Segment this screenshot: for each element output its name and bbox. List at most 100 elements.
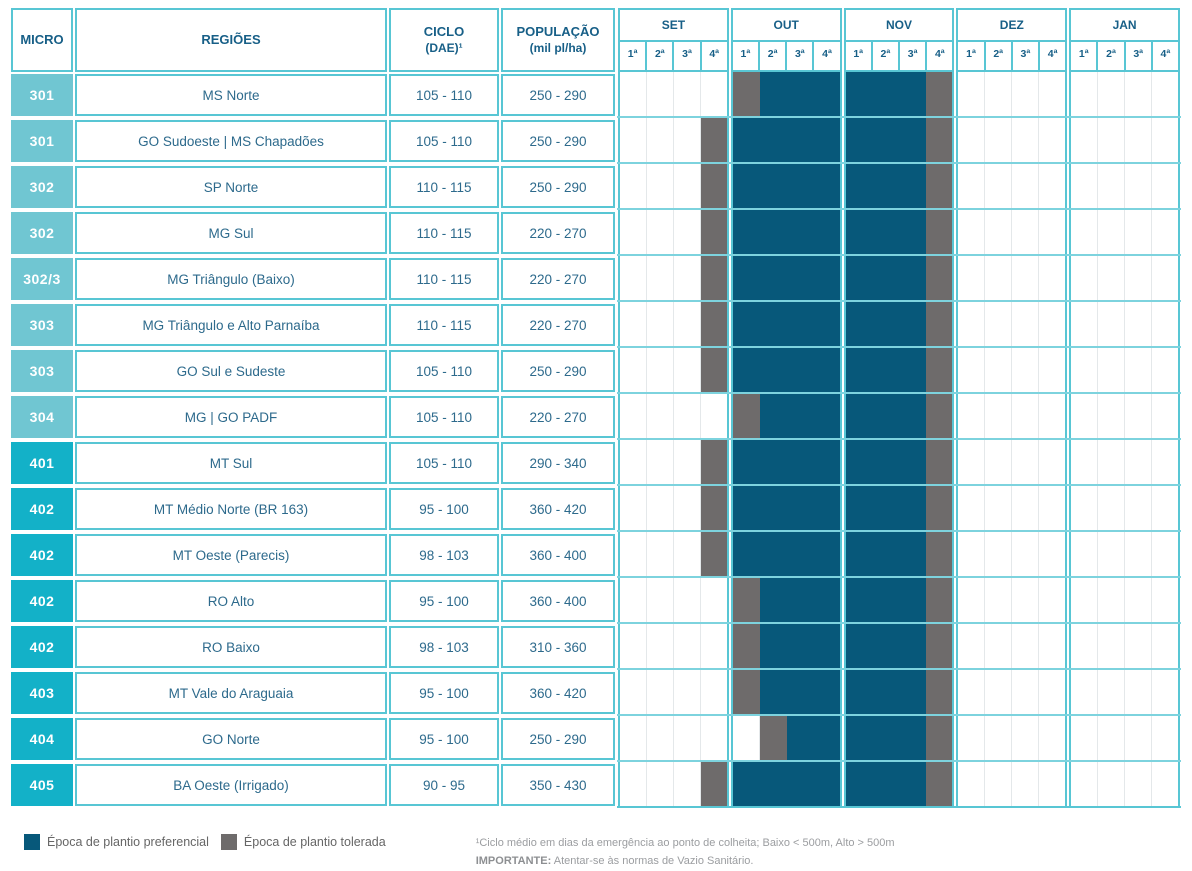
week-cell-empty (620, 670, 647, 714)
week-cell-empty (701, 624, 727, 668)
week-cell-empty (985, 118, 1013, 162)
populacao-cell: 250 - 290 (501, 350, 615, 392)
week-cell-preferencial (759, 578, 787, 622)
week-cell-preferencial (759, 210, 787, 254)
week-cell-empty (985, 578, 1013, 622)
table-row: 403 MT Vale do Araguaia 95 - 100 360 - 420 (10, 670, 1181, 716)
month-block-out (730, 256, 842, 300)
week-cell-preferencial (899, 532, 926, 576)
week-cell-empty (733, 716, 761, 760)
week-cell-empty (620, 486, 647, 530)
week-cell-preferencial (732, 486, 760, 530)
column-header-populacao-line1: POPULAÇÃO (516, 24, 600, 40)
month-block-nov (843, 624, 955, 668)
month-block-set (618, 164, 729, 208)
month-block-jan (1069, 716, 1180, 760)
populacao-cell: 250 - 290 (501, 166, 615, 208)
week-cell-empty (1098, 532, 1126, 576)
micro-cell: 302 (11, 212, 73, 254)
week-cell-preferencial (899, 210, 926, 254)
week-cell-preferencial (845, 716, 873, 760)
week-cell-preferencial (786, 670, 813, 714)
table-row: 301 GO Sudoeste | MS Chapadões 105 - 110 25… (10, 118, 1181, 164)
footnote-ciclo: ¹Ciclo médio em dias da emergência ao po… (475, 837, 895, 849)
week-cell-empty (620, 762, 647, 806)
week-cell-empty (1012, 762, 1040, 806)
month-header-jan: JAN 1ª 2ª 3ª 4ª (1069, 8, 1180, 72)
month-block-out (730, 624, 842, 668)
week-cell-empty (958, 532, 986, 576)
populacao-cell: 220 - 270 (501, 304, 615, 346)
month-block-dez (956, 210, 1068, 254)
ciclo-cell: 90 - 95 (389, 764, 499, 806)
week-cell-preferencial (812, 532, 840, 576)
week-cell-empty (958, 394, 986, 438)
week-cell-empty (1039, 762, 1065, 806)
column-header-ciclo: CICLO (DAE)¹ (389, 8, 499, 72)
week-cell-empty (1012, 716, 1040, 760)
column-header-ciclo-line2: (DAE)¹ (425, 40, 463, 55)
week-cell-preferencial (759, 348, 787, 392)
week-cell-preferencial (813, 716, 840, 760)
week-cell-empty (985, 532, 1013, 576)
month-block-jan (1069, 72, 1180, 116)
ciclo-cell: 105 - 110 (389, 442, 499, 484)
month-block-set (618, 670, 729, 714)
week-cell-empty (647, 486, 674, 530)
week-cell-preferencial (732, 348, 760, 392)
week-cell-preferencial (899, 164, 926, 208)
week-cell-preferencial (759, 72, 787, 116)
week-cell-preferencial (812, 624, 840, 668)
week-header-row: 1ª 2ª 3ª 4ª (958, 42, 1065, 70)
week-cell-empty (620, 440, 647, 484)
week-cell-empty (620, 118, 647, 162)
ciclo-cell: 110 - 115 (389, 304, 499, 346)
week-cell-empty (985, 716, 1013, 760)
month-block-jan (1069, 762, 1180, 806)
week-cell-empty (674, 486, 701, 530)
legend-swatch-tolerada (220, 834, 237, 850)
week-cell-preferencial (812, 394, 840, 438)
week-cell-tolerada (760, 716, 787, 760)
week-header-label: 3ª (1013, 42, 1040, 70)
week-cell-empty (647, 440, 674, 484)
week-cell-empty (1152, 486, 1178, 530)
week-cell-empty (674, 256, 701, 300)
week-header-label: 2ª (873, 42, 900, 70)
legend-label-tolerada: Época de plantio tolerada (243, 835, 386, 849)
populacao-cell: 360 - 420 (501, 672, 615, 714)
week-cell-empty (1152, 72, 1178, 116)
week-header-row: 1ª 2ª 3ª 4ª (733, 42, 840, 70)
week-cell-preferencial (845, 670, 873, 714)
week-cell-empty (1098, 302, 1126, 346)
week-cell-empty (701, 72, 727, 116)
week-cell-preferencial (845, 256, 873, 300)
week-cell-empty (1012, 72, 1040, 116)
week-cell-empty (1012, 578, 1040, 622)
month-block-nov (843, 72, 955, 116)
month-block-dez (956, 118, 1068, 162)
micro-cell: 405 (11, 764, 73, 806)
week-cell-empty (1152, 256, 1178, 300)
ciclo-cell: 105 - 110 (389, 120, 499, 162)
week-cell-empty (1039, 256, 1065, 300)
week-cell-empty (1071, 578, 1099, 622)
table-row: 402 RO Baixo 98 - 103 310 - 360 (10, 624, 1181, 670)
planting-window-strip (617, 624, 1181, 670)
week-cell-preferencial (899, 624, 926, 668)
region-cell: BA Oeste (Irrigado) (75, 764, 387, 806)
week-cell-empty (1039, 118, 1065, 162)
week-cell-preferencial (845, 118, 873, 162)
week-cell-empty (1039, 670, 1065, 714)
week-cell-empty (1071, 762, 1099, 806)
region-cell: GO Sul e Sudeste (75, 350, 387, 392)
week-cell-empty (620, 72, 647, 116)
populacao-cell: 250 - 290 (501, 718, 615, 760)
region-cell: GO Norte (75, 718, 387, 760)
week-cell-empty (958, 670, 986, 714)
week-cell-preferencial (786, 394, 813, 438)
week-cell-empty (985, 210, 1013, 254)
micro-cell: 402 (11, 626, 73, 668)
ciclo-cell: 98 - 103 (389, 626, 499, 668)
